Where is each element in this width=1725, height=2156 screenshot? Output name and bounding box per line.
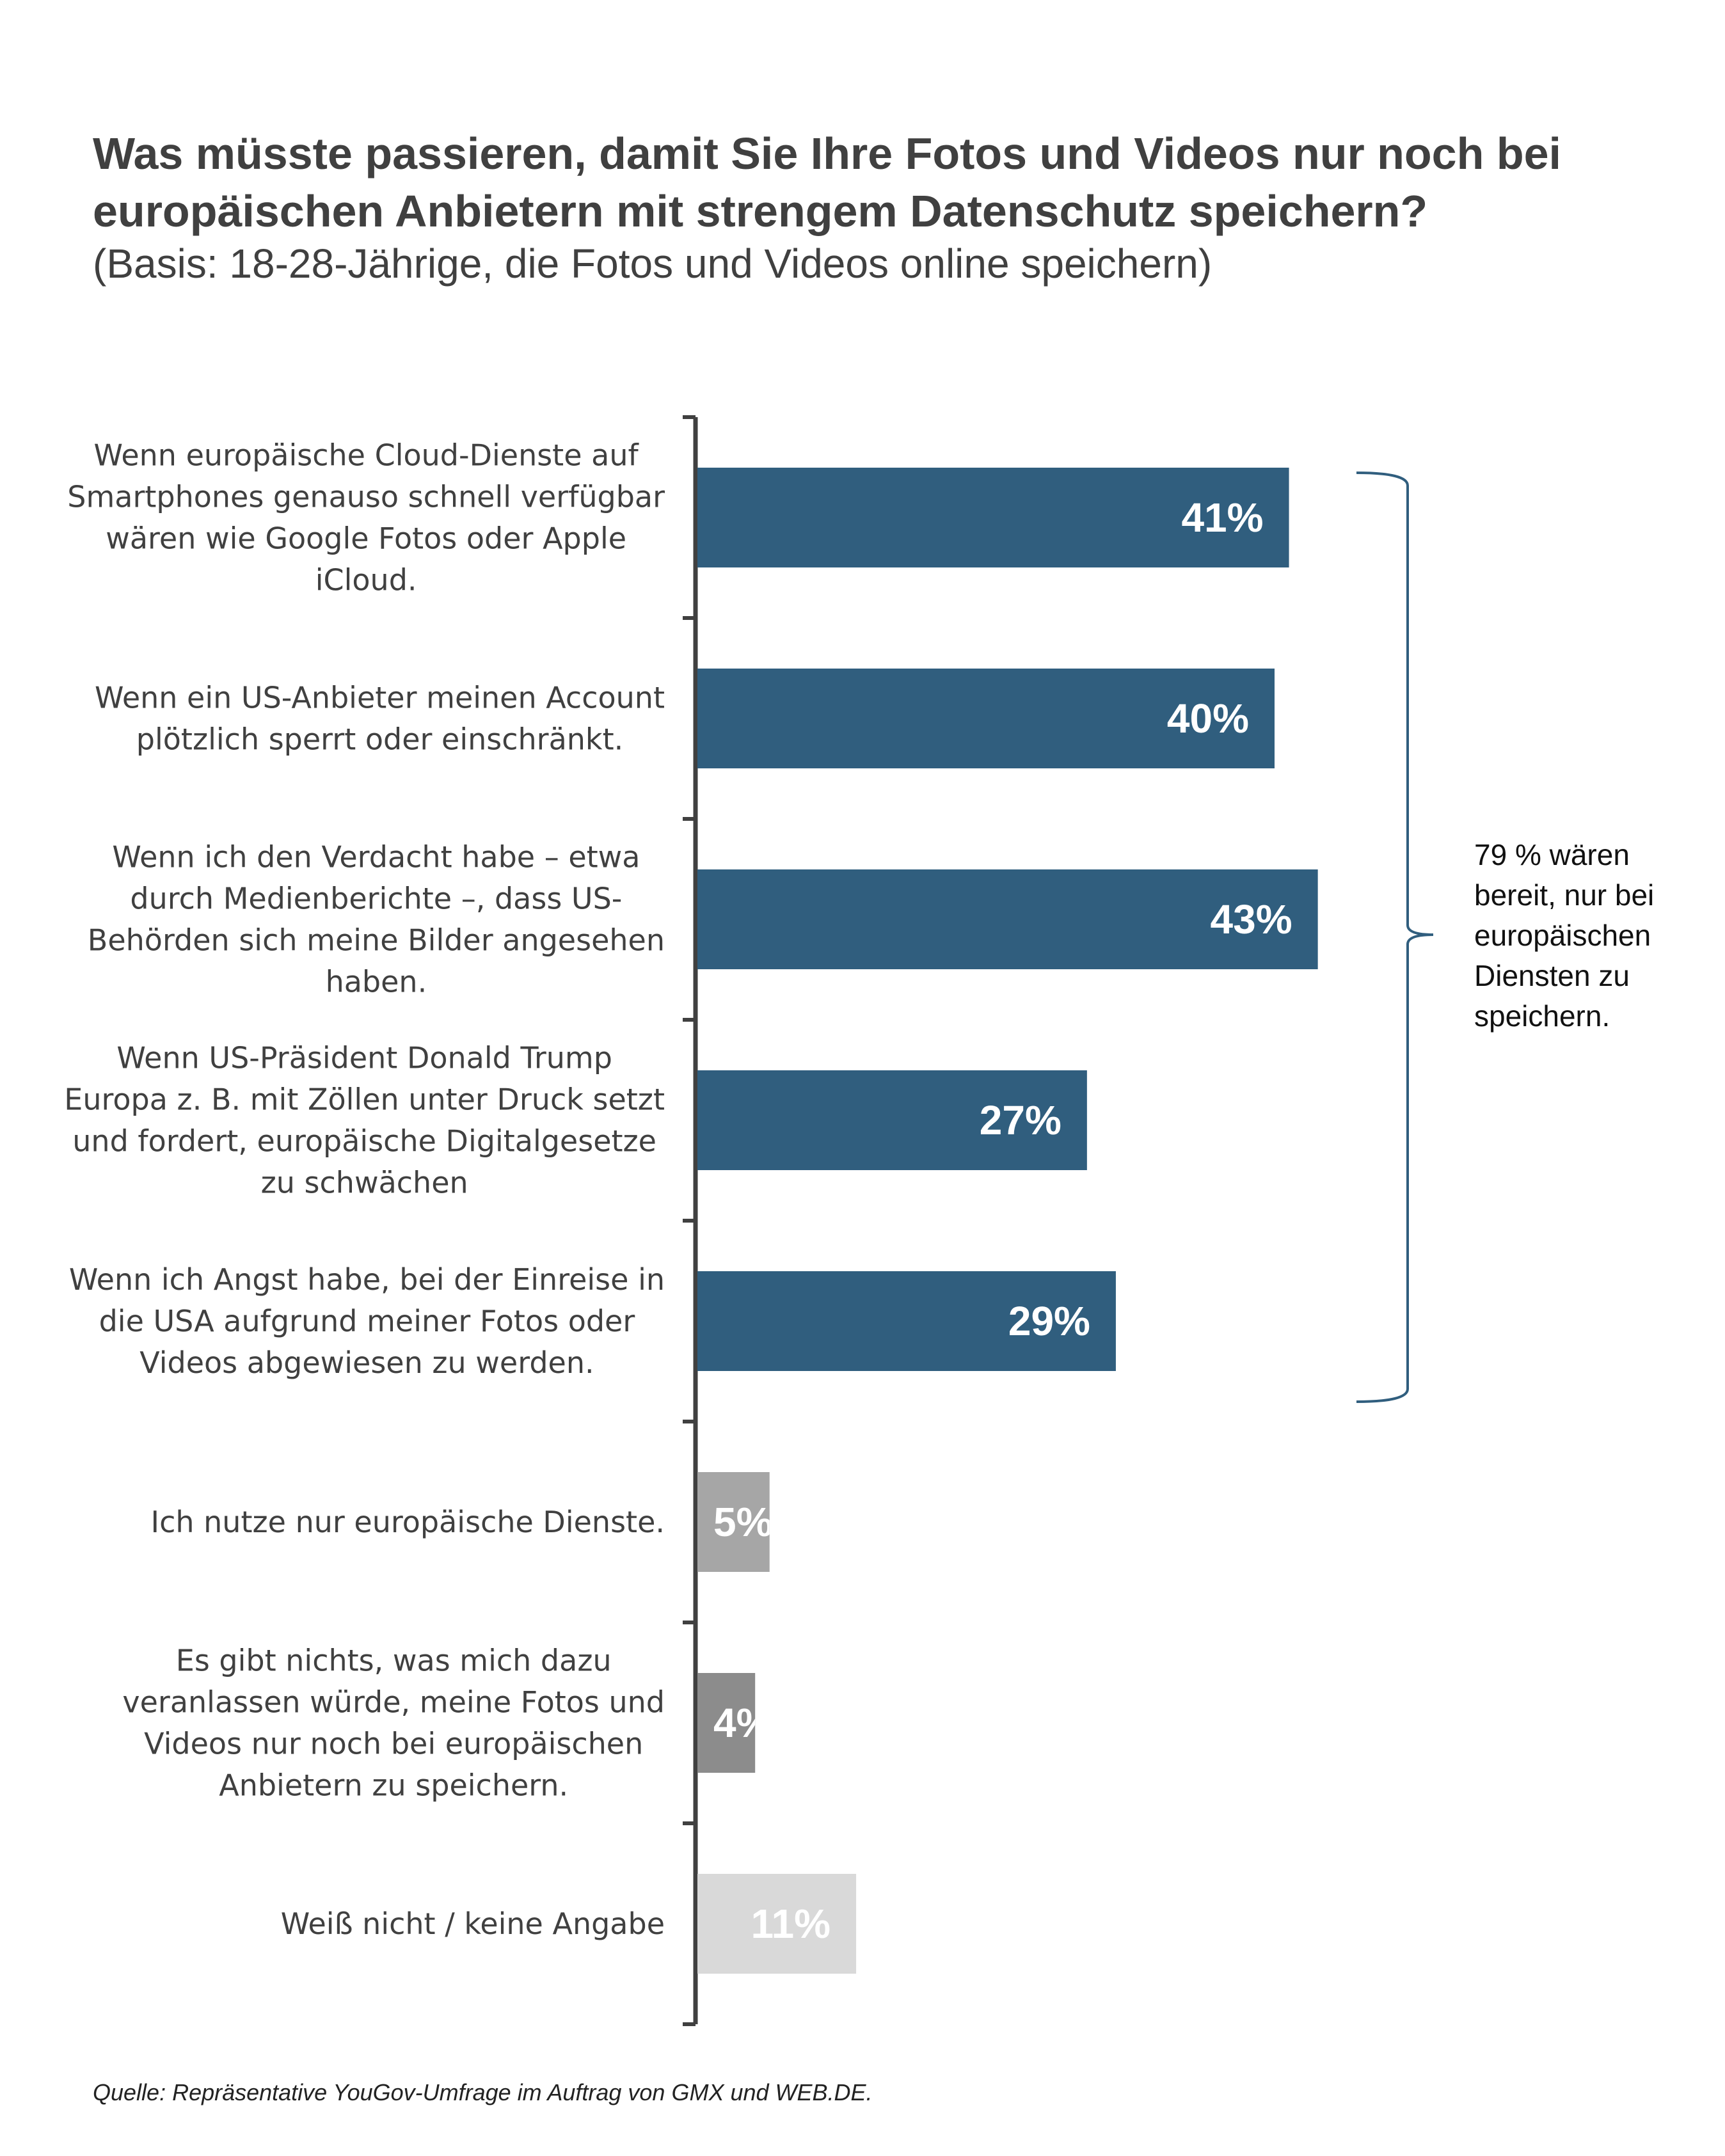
category-label: Ich nutze nur europäische Dienste.: [151, 1505, 665, 1539]
bar: [697, 869, 1318, 969]
chart-subtitle: (Basis: 18-28-Jährige, die Fotos und Vid…: [93, 241, 1212, 287]
category-label: Videos abgewiesen zu werden.: [139, 1345, 594, 1380]
category-label: iCloud.: [315, 563, 417, 598]
annotation-line: europäischen: [1474, 919, 1651, 952]
category-label: Es gibt nichts, was mich dazu: [176, 1644, 612, 1678]
source-note: Quelle: Repräsentative YouGov-Umfrage im…: [93, 2079, 873, 2105]
annotation-line: 79 % wären: [1474, 838, 1630, 871]
data-label: 5%: [713, 1499, 773, 1545]
bracket-annotation: 79 % wären bereit, nur bei europäischen …: [1474, 835, 1717, 1036]
category-label: zu schwächen: [261, 1166, 468, 1200]
category-label: Wenn ich den Verdacht habe – etwa: [112, 840, 640, 875]
bar: [697, 1271, 1116, 1371]
bar: [697, 1472, 770, 1572]
data-label: 11%: [751, 1901, 831, 1947]
bar: [697, 1070, 1087, 1170]
annotation-line: bereit, nur bei: [1474, 878, 1655, 912]
category-label: plötzlich sperrt oder einschränkt.: [136, 722, 623, 757]
bar: [697, 468, 1289, 567]
bar: [697, 669, 1275, 768]
data-label: 41%: [1181, 495, 1263, 541]
category-label: Wenn europäische Cloud-Dienste auf: [94, 438, 640, 473]
category-label: Wenn ich Angst habe, bei der Einreise in: [69, 1262, 665, 1297]
category-label: Smartphones genauso schnell verfügbar: [67, 480, 665, 514]
bar: [697, 1874, 857, 1974]
category-label: und fordert, europäische Digitalgesetze: [72, 1124, 656, 1159]
category-label: veranlassen würde, meine Fotos und: [122, 1685, 665, 1720]
category-label: Weiß nicht / keine Angabe: [281, 1906, 665, 1941]
category-label: haben.: [326, 965, 427, 999]
data-label: 27%: [980, 1097, 1061, 1143]
annotation-line: Diensten zu: [1474, 959, 1630, 992]
data-label: 29%: [1008, 1298, 1090, 1344]
data-label: 40%: [1167, 695, 1249, 741]
category-label: Wenn ein US-Anbieter meinen Account: [95, 681, 665, 715]
category-label: Wenn US-Präsident Donald Trump: [116, 1041, 612, 1075]
category-label: durch Medienberichte –, dass US-: [130, 882, 622, 916]
chart-title: Was müsste passieren, damit Sie Ihre Fot…: [93, 125, 1660, 240]
category-label: Videos nur noch bei europäischen: [144, 1727, 643, 1761]
annotation-line: speichern.: [1474, 999, 1610, 1033]
data-label: 43%: [1211, 896, 1292, 942]
category-label: Anbietern zu speichern.: [219, 1768, 568, 1803]
category-label: Behörden sich meine Bilder angesehen: [88, 923, 665, 958]
title-line: europäischen Anbietern mit strengem Date…: [93, 186, 1428, 236]
data-label: 4%: [713, 1700, 773, 1746]
category-label: die USA aufgrund meiner Fotos oder: [99, 1304, 635, 1338]
category-label: wären wie Google Fotos oder Apple: [106, 521, 626, 556]
category-label: Europa z. B. mit Zöllen unter Druck setz…: [64, 1082, 665, 1117]
bar: [697, 1673, 756, 1773]
bracket: [1356, 472, 1434, 1403]
title-line: Was müsste passieren, damit Sie Ihre Fot…: [93, 129, 1561, 178]
